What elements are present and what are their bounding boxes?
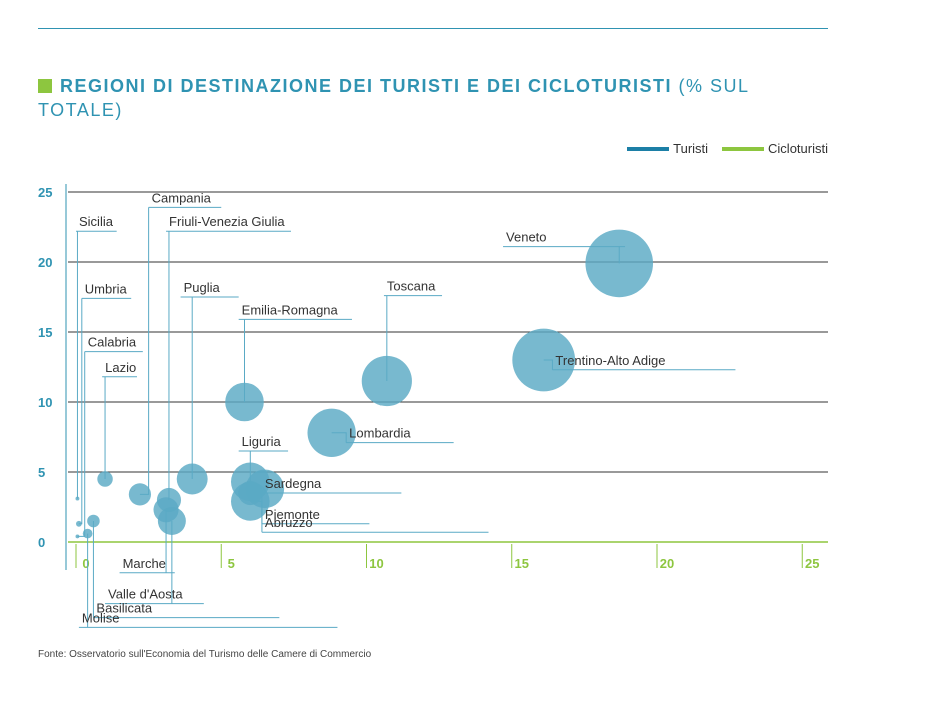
y-tick-label-5: 5 bbox=[38, 465, 45, 480]
x-tick-label-15: 15 bbox=[515, 556, 529, 571]
x-tick-label-10: 10 bbox=[369, 556, 383, 571]
x-tick-label-0: 0 bbox=[82, 556, 89, 571]
label-lombardia: Lombardia bbox=[349, 426, 411, 441]
label-campania: Campania bbox=[152, 190, 212, 205]
y-tick-label-10: 10 bbox=[38, 395, 52, 410]
label-marche: Marche bbox=[123, 556, 166, 571]
top-rule bbox=[38, 28, 828, 29]
label-emilia-romagna: Emilia-Romagna bbox=[242, 302, 339, 317]
y-tick-label-15: 15 bbox=[38, 325, 52, 340]
source-note: Fonte: Osservatorio sull'Economia del Tu… bbox=[38, 649, 372, 660]
label-friuli-venezia-giulia: Friuli-Venezia Giulia bbox=[169, 214, 285, 229]
legend: Turisti Cicloturisti bbox=[613, 141, 828, 156]
x-tick-label-20: 20 bbox=[660, 556, 674, 571]
title-square-icon bbox=[38, 79, 52, 93]
label-toscana: Toscana bbox=[387, 279, 436, 294]
label-trentino-alto-adige: Trentino-Alto Adige bbox=[555, 353, 665, 368]
legend-label-cicloturisti: Cicloturisti bbox=[768, 141, 828, 156]
y-tick-label-25: 25 bbox=[38, 185, 52, 200]
label-piemonte: Piemonte bbox=[265, 507, 320, 522]
leader-line-trentino-alto-adige bbox=[543, 359, 553, 370]
bubble-abruzzo bbox=[238, 480, 263, 506]
bubble-trentino-alto-adige bbox=[512, 328, 576, 392]
leader-line-campania bbox=[139, 207, 150, 495]
leader-line-calabria bbox=[77, 351, 86, 537]
label-sicilia: Sicilia bbox=[79, 214, 114, 229]
x-tick-label-25: 25 bbox=[805, 556, 819, 571]
title-rest: (% SUL TOTALE) bbox=[38, 76, 749, 120]
legend-swatch-cicloturisti bbox=[722, 146, 765, 151]
chart-title: REGIONI DI DESTINAZIONE DEI TURISTI E DE… bbox=[38, 74, 828, 122]
label-lazio: Lazio bbox=[105, 360, 136, 375]
y-tick-label-0: 0 bbox=[38, 535, 45, 550]
title-bold: REGIONI DI DESTINAZIONE DEI TURISTI E DE… bbox=[60, 76, 673, 96]
label-liguria: Liguria bbox=[242, 434, 282, 449]
label-calabria: Calabria bbox=[88, 335, 137, 350]
label-basilicata: Basilicata bbox=[96, 601, 152, 616]
y-tick-label-20: 20 bbox=[38, 255, 52, 270]
leader-line-abruzzo bbox=[250, 492, 263, 533]
legend-swatch-turisti bbox=[627, 146, 670, 151]
leader-line-lombardia bbox=[331, 432, 347, 443]
label-veneto: Veneto bbox=[506, 230, 547, 245]
legend-label-turisti: Turisti bbox=[673, 141, 709, 156]
x-tick-label-5: 5 bbox=[228, 556, 235, 571]
label-molise: Molise bbox=[82, 610, 120, 625]
label-umbria: Umbria bbox=[85, 281, 128, 296]
label-sardegna: Sardegna bbox=[265, 476, 322, 491]
label-abruzzo: Abruzzo bbox=[265, 515, 313, 530]
label-valle-d-aosta: Valle d'Aosta bbox=[108, 587, 183, 602]
label-puglia: Puglia bbox=[184, 280, 221, 295]
leader-line-umbria bbox=[78, 298, 83, 525]
